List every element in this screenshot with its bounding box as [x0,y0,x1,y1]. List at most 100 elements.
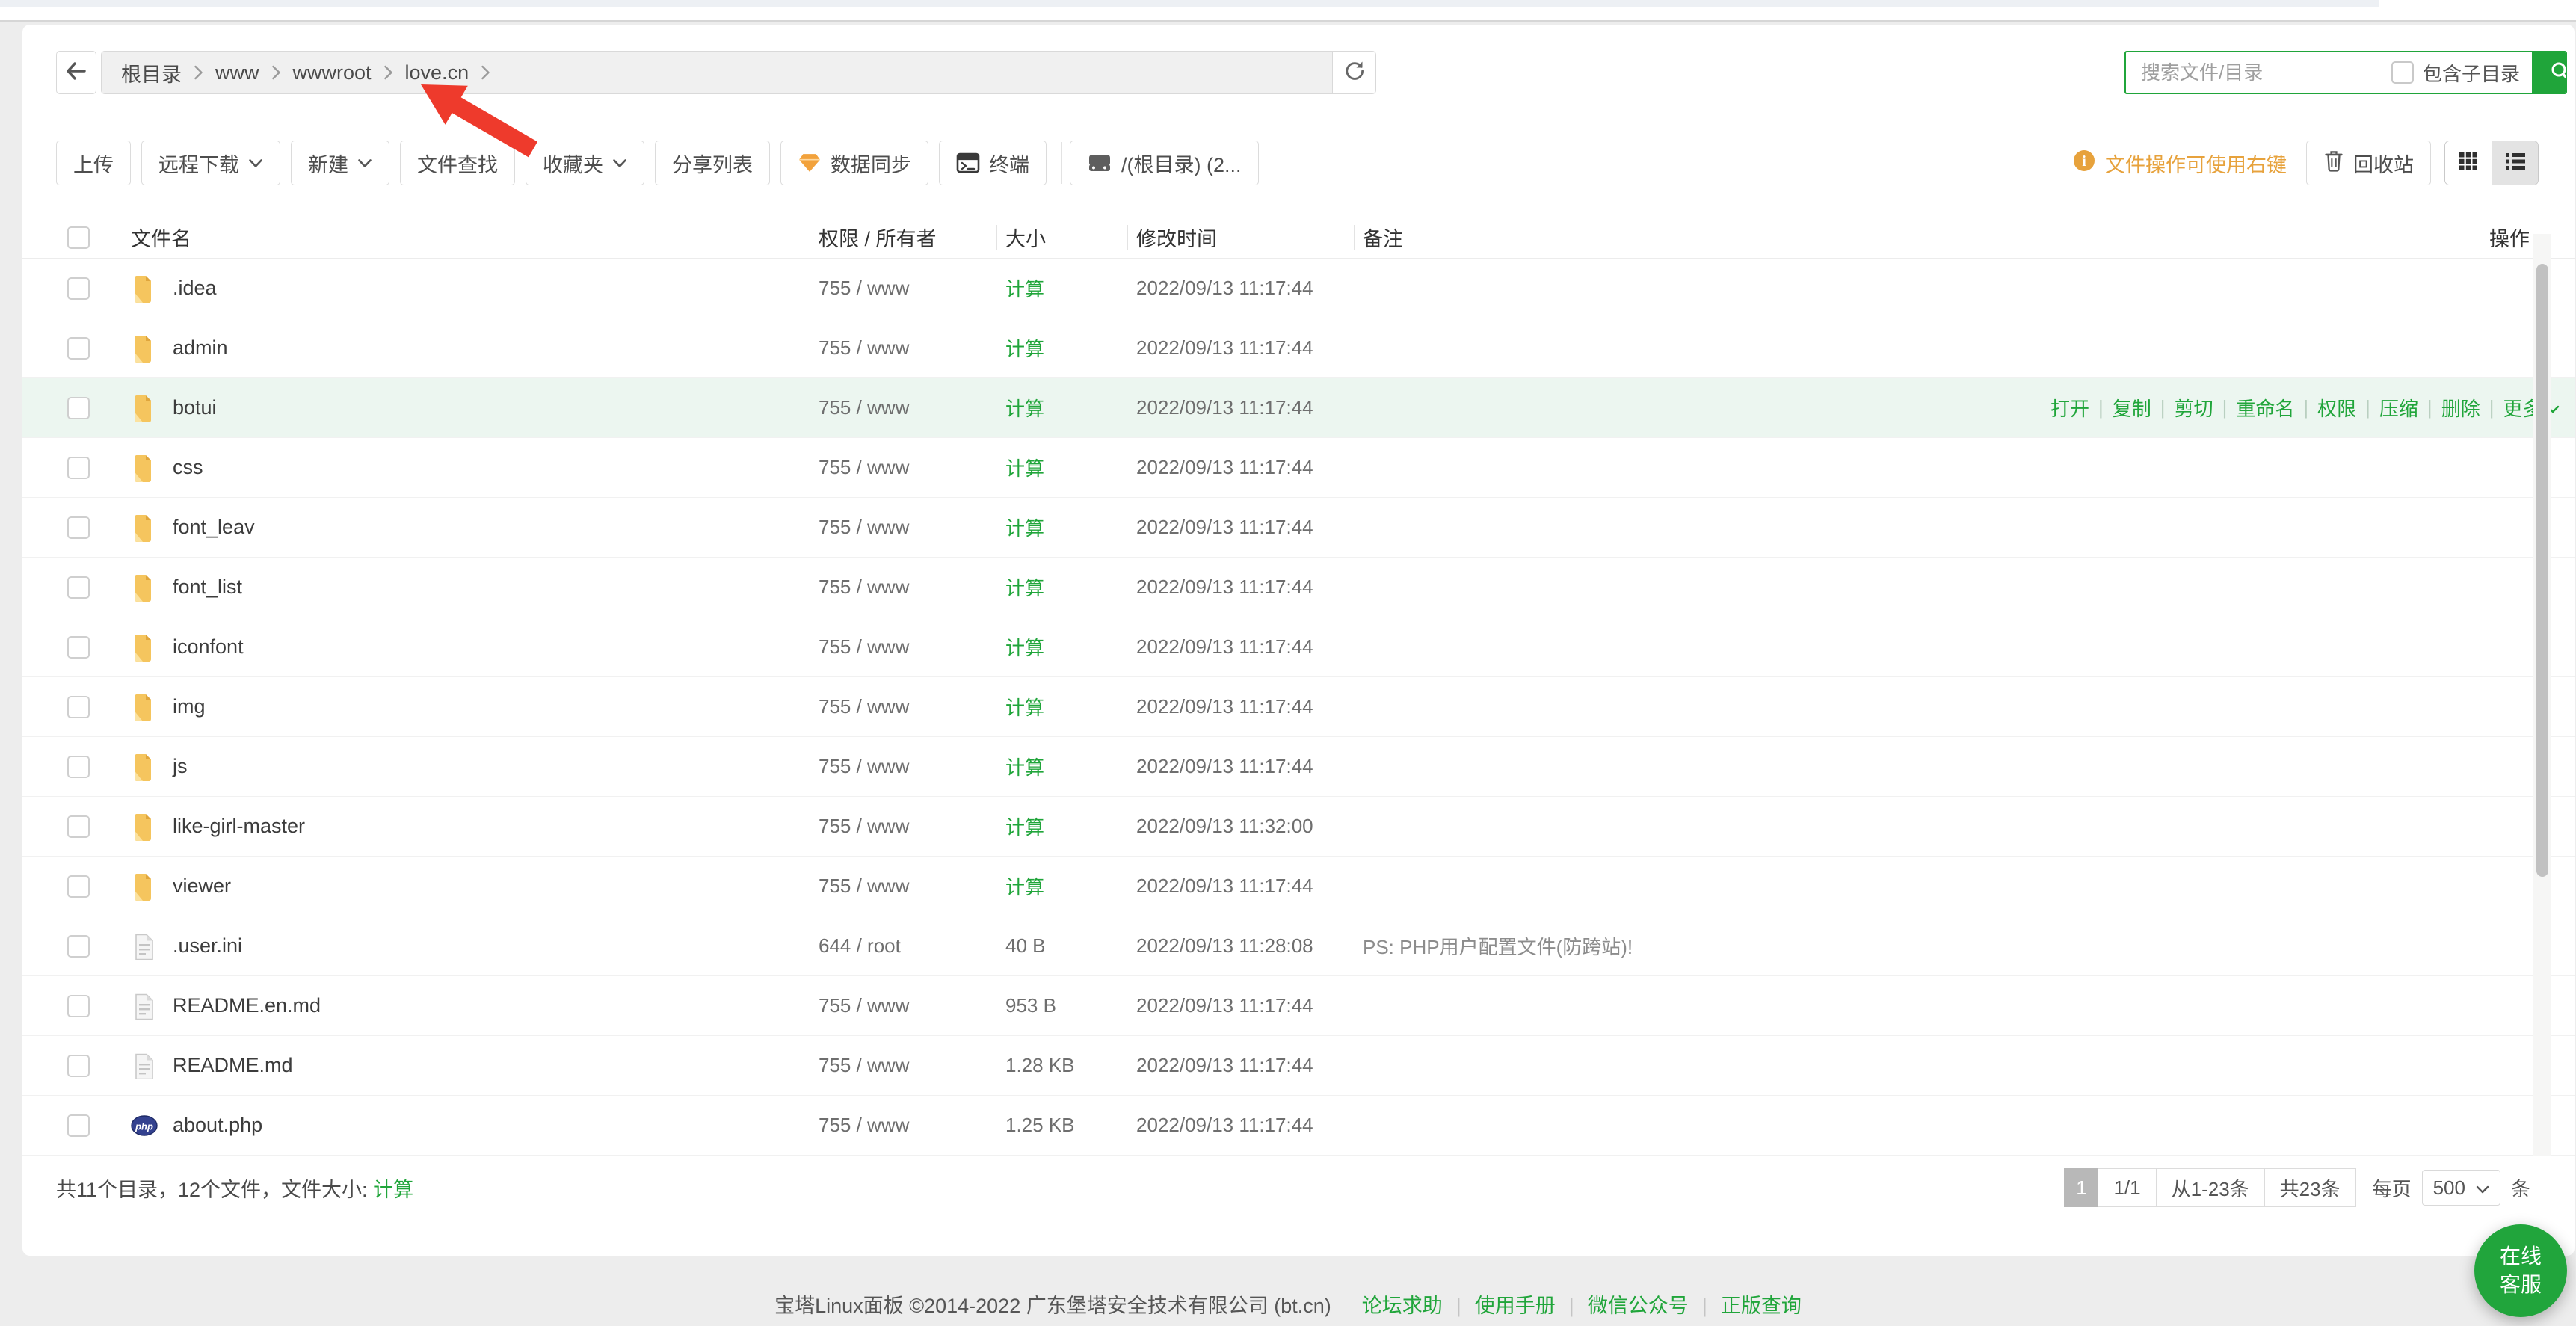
file-name[interactable]: like-girl-master [173,815,306,837]
action-link-删除[interactable]: 删除 [2441,398,2480,420]
file-size[interactable]: 计算 [1005,816,1045,839]
per-page-select[interactable]: 500 [2421,1170,2500,1206]
select-all-checkbox[interactable] [67,226,90,249]
row-checkbox[interactable] [67,934,90,958]
search-button[interactable] [2532,52,2566,93]
modified-time: 2022/09/13 11:17:44 [1136,755,1313,777]
action-separator: | [2098,396,2104,419]
toolbar-button-文件查找[interactable]: 文件查找 [400,141,515,185]
list-view-button[interactable] [2492,141,2538,185]
action-link-重命名[interactable]: 重命名 [2236,398,2295,420]
toolbar-button-远程下载[interactable]: 远程下载 [141,141,280,185]
toolbar-button-根目录2[interactable]: /(根目录) (2... [1070,141,1259,185]
file-name[interactable]: font_list [173,576,243,598]
row-checkbox[interactable] [67,336,90,360]
back-button[interactable] [56,51,96,94]
footer-link-正版查询[interactable]: 正版查询 [1720,1295,1802,1317]
search-input[interactable] [2126,52,2391,93]
action-link-复制[interactable]: 复制 [2112,398,2151,420]
file-name[interactable]: font_leav [173,516,255,538]
file-size[interactable]: 计算 [1005,577,1045,599]
footer-link-separator: | [1701,1295,1707,1317]
online-service-button[interactable]: 在线 客服 [2474,1224,2567,1317]
footer-link-使用手册[interactable]: 使用手册 [1474,1295,1556,1317]
file-size[interactable]: 计算 [1005,876,1045,898]
row-checkbox[interactable] [67,635,90,659]
file-size[interactable]: 计算 [1005,756,1045,779]
file-name[interactable]: about.php [173,1114,263,1136]
header-mtime: 修改时间 [1127,217,1363,258]
file-name[interactable]: README.en.md [173,994,321,1017]
file-name[interactable]: admin [173,336,228,359]
file-size[interactable]: 计算 [1005,637,1045,659]
view-toggle [2444,141,2539,185]
row-checkbox[interactable] [67,755,90,778]
file-name[interactable]: botui [173,396,217,419]
permission-owner: 755 / www [819,516,910,538]
permission-owner: 755 / www [819,1054,910,1076]
toolbar-button-终端[interactable]: 终端 [939,141,1047,185]
folder-icon [131,394,158,422]
online-service-line1: 在线 [2499,1245,2542,1268]
breadcrumb-item-www[interactable]: www [215,61,259,84]
page-total: 共23条 [2264,1168,2356,1207]
page-ratio: 1/1 [2098,1168,2157,1207]
page-number-active[interactable]: 1 [2064,1168,2099,1207]
row-checkbox[interactable] [67,695,90,718]
file-name[interactable]: .idea [173,277,217,299]
row-checkbox[interactable] [67,516,90,539]
row-checkbox[interactable] [67,456,90,479]
refresh-button[interactable] [1332,52,1375,93]
action-link-more[interactable]: 更多 [2503,394,2560,422]
breadcrumb-item-根目录[interactable]: 根目录 [121,63,182,86]
file-size[interactable]: 计算 [1005,398,1045,420]
breadcrumb-item-love.cn[interactable]: love.cn [404,61,469,84]
table-scrollbar-track[interactable] [2533,234,2551,1156]
table-scrollbar-thumb[interactable] [2536,264,2548,877]
file-size[interactable]: 计算 [1005,338,1045,360]
toolbar-buttons: 上传 远程下载 新建 文件查找 收藏夹 分享列表 数据同步 终端 /(根目录) (2... [56,141,1269,185]
action-link-压缩[interactable]: 压缩 [2379,398,2418,420]
grid-view-button[interactable] [2445,141,2492,185]
file-size[interactable]: 计算 [1005,278,1045,300]
row-checkbox[interactable] [67,994,90,1017]
breadcrumb-separator-icon [271,64,281,81]
action-separator: | [2160,396,2166,419]
file-name[interactable]: img [173,695,206,718]
toolbar-button-收藏夹[interactable]: 收藏夹 [526,141,644,185]
file-name[interactable]: css [173,456,203,478]
file-name[interactable]: js [173,755,188,777]
toolbar-button-数据同步[interactable]: 数据同步 [780,141,928,185]
copyright-text: 宝塔Linux面板 ©2014-2022 广东堡塔安全技术有限公司 (bt.cn… [774,1295,1331,1317]
row-actions: 打开 | 复制 | 剪切 | 重命名 | 权限 | 压缩 | 删除 | 更多 [2050,394,2576,422]
action-link-权限[interactable]: 权限 [2317,398,2357,420]
footer-link-论坛求助[interactable]: 论坛求助 [1361,1295,1443,1317]
summary-calc-link[interactable]: 计算 [373,1178,414,1201]
row-checkbox[interactable] [67,396,90,419]
toolbar-button-上传[interactable]: 上传 [56,141,131,185]
row-checkbox[interactable] [67,1054,90,1077]
row-checkbox[interactable] [67,277,90,300]
action-link-剪切[interactable]: 剪切 [2174,398,2213,420]
row-checkbox[interactable] [67,875,90,898]
table-row-about.php: php about.php 755 / www 1.25 KB 2022/09/13 1… [22,1096,2575,1156]
include-subdir-checkbox[interactable] [2391,61,2414,84]
file-size[interactable]: 计算 [1005,457,1045,480]
footer-link-微信公众号[interactable]: 微信公众号 [1587,1295,1689,1317]
file-name[interactable]: viewer [173,875,232,897]
action-link-打开[interactable]: 打开 [2050,398,2090,420]
row-checkbox[interactable] [67,576,90,599]
file-size[interactable]: 计算 [1005,697,1045,719]
file-name[interactable]: .user.ini [173,934,243,957]
file-name[interactable]: iconfont [173,635,244,658]
file-size[interactable]: 计算 [1005,517,1045,540]
file-name[interactable]: README.md [173,1054,293,1076]
row-checkbox[interactable] [67,1114,90,1137]
recycle-bin-button[interactable]: 回收站 [2306,141,2431,185]
right-click-hint: i 文件操作可使用右键 [2072,149,2287,178]
toolbar-button-新建[interactable]: 新建 [291,141,389,185]
folder-icon [131,872,158,901]
breadcrumb-item-wwwroot[interactable]: wwwroot [292,61,372,84]
row-checkbox[interactable] [67,815,90,838]
toolbar-button-分享列表[interactable]: 分享列表 [655,141,770,185]
